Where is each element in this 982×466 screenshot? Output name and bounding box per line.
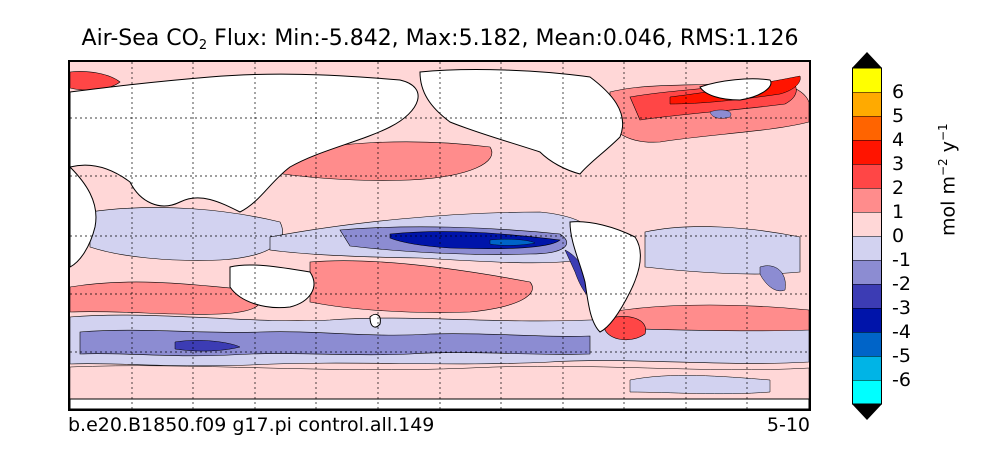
colorbar-swatch [852,307,882,333]
region-patagonia-positive [604,316,646,341]
colorbar-swatch [852,211,882,237]
colorbar-swatch [852,355,882,381]
colorbar-tick-label: -3 [892,297,911,319]
units-exp1: −2 [936,158,950,177]
title-subscript: 2 [198,38,208,53]
antarctica [70,398,809,409]
region-south-indian-positive [70,281,261,315]
colorbar-swatch [852,67,882,93]
colorbar-tick-label: 0 [892,225,905,247]
region-south-pacific-positive [309,260,533,313]
flux-map [70,62,809,409]
greenland [699,78,772,101]
colorbar-tick-label: -1 [892,249,911,271]
colorbar-swatch [852,139,882,165]
australia [229,264,315,309]
south-america [569,221,641,333]
colorbar-swatch [852,115,882,141]
gridlines [70,62,809,409]
colorbar-tick-label: 6 [892,81,905,103]
region-nw-corner-positive [70,71,121,91]
colorbar-tick-label: 5 [892,105,905,127]
colorbar-swatch [852,91,882,117]
colorbar-swatch [852,235,882,261]
region-atlantic-negative [644,226,801,275]
colorbar-swatch [852,379,882,405]
colorbar-swatch [852,259,882,285]
colorbar-swatch [852,283,882,309]
map-panel [68,60,811,411]
period-caption: 5-10 [766,414,810,436]
title-suffix: Flux: Min:-5.842, Max:5.182, Mean:0.046,… [207,26,799,51]
units-mid: y [937,141,960,159]
north-america [419,69,624,175]
colorbar-tick-label: -2 [892,273,911,295]
africa-east [70,166,97,268]
units-main: mol m [937,176,960,236]
colorbar-extend-high [852,52,882,68]
colorbar-frame [852,67,882,405]
land-masses [70,69,809,409]
colorbar-swatch [852,163,882,189]
colorbar-tick-label: 3 [892,153,905,175]
region-south-atlantic-positive [609,304,809,332]
colorbar-swatch [852,331,882,357]
colorbar-tick-label: 1 [892,201,905,223]
region-antarctic-negative [629,375,771,395]
new-zealand [369,313,381,328]
colorbar-units: mol m−2 y−1 [936,123,959,236]
colorbar-tick-label: 4 [892,129,905,151]
colorbar-tick-label: -5 [892,345,911,367]
colorbar-tick-label: 2 [892,177,905,199]
colorbar-tick-label: -4 [892,321,911,343]
colorbar-swatch [852,187,882,213]
region-southern-core [174,340,241,352]
eurasia [70,73,419,213]
plot-title: Air-Sea CO2 Flux: Min:-5.842, Max:5.182,… [0,26,880,53]
region-benguela-negative [759,265,786,292]
colorbar-extend-low [852,404,882,420]
colorbar-tick-label: -6 [892,369,911,391]
colorbar [852,52,882,420]
region-labrador-negative [709,109,732,119]
colorbar-swatches [852,67,882,405]
run-name-caption: b.e20.B1850.f09 g17.pi control.all.149 [68,414,435,436]
units-exp2: −1 [936,123,950,142]
title-prefix: Air-Sea CO [81,26,199,51]
